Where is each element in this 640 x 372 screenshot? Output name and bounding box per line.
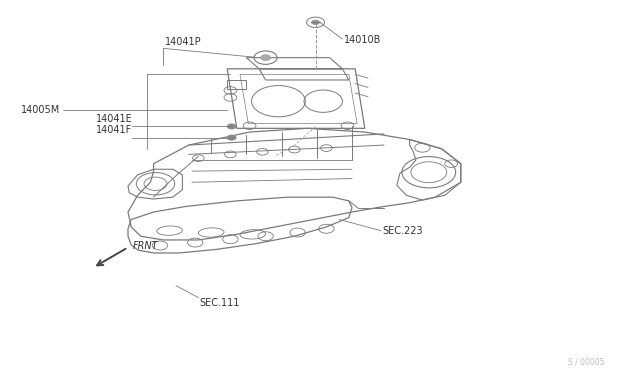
Circle shape <box>260 55 271 61</box>
Text: 14041E: 14041E <box>96 114 132 124</box>
Circle shape <box>312 20 319 25</box>
Text: 14041P: 14041P <box>165 37 202 47</box>
Text: 14041F: 14041F <box>96 125 132 135</box>
Text: 14010B: 14010B <box>344 35 381 45</box>
Text: S / 00005: S / 00005 <box>568 357 605 366</box>
Text: SEC.223: SEC.223 <box>382 227 422 236</box>
Circle shape <box>227 135 236 140</box>
Text: SEC.111: SEC.111 <box>200 298 240 308</box>
Text: 14005M: 14005M <box>21 105 60 115</box>
Circle shape <box>227 124 236 129</box>
Text: FRNT: FRNT <box>132 241 158 250</box>
